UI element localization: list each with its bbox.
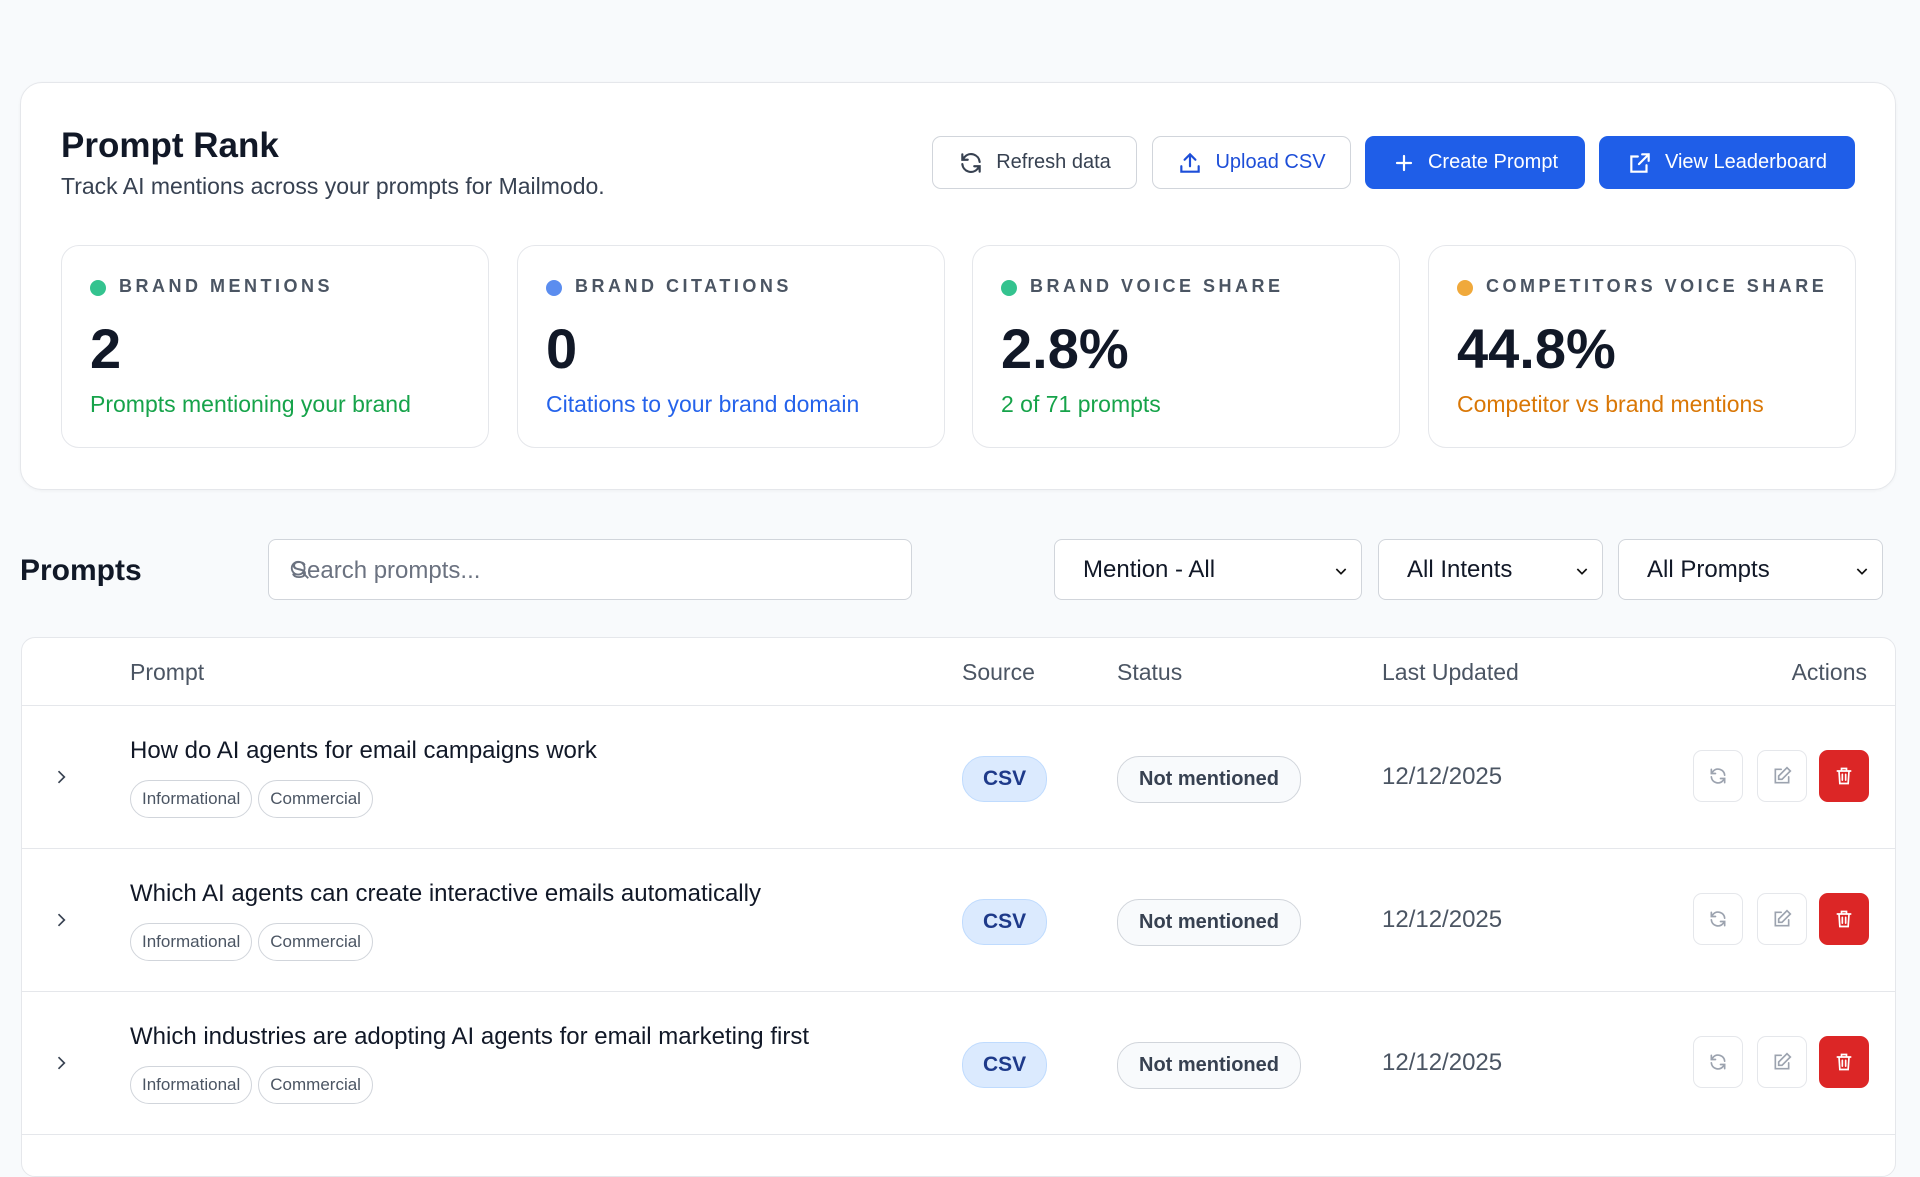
button-label: Create Prompt <box>1427 151 1559 173</box>
prompt-text: Which AI agents can create interactive e… <box>130 880 761 907</box>
mention-filter[interactable]: Mention - All <box>1054 539 1362 600</box>
source-badge: CSV <box>962 1042 1048 1088</box>
delete-button[interactable] <box>1819 1036 1869 1088</box>
header-divider <box>22 705 1895 706</box>
page: Prompt Rank Track AI mentions across you… <box>20 82 1896 1177</box>
refresh-row-button[interactable] <box>1693 1036 1743 1088</box>
column-header: Last Updated <box>1382 659 1519 685</box>
tag-list: Informational Commercial <box>130 780 379 818</box>
button-label: View Leaderboard <box>1665 151 1827 173</box>
button-label: Refresh data <box>996 151 1111 173</box>
page-title: Prompt Rank <box>61 126 279 165</box>
stat-value: 2.8% <box>1001 317 1129 380</box>
stat-label: COMPETITORS VOICE SHARE <box>1486 276 1828 296</box>
button-label: Upload CSV <box>1215 151 1326 173</box>
stat-description: 2 of 71 prompts <box>1001 391 1161 417</box>
stat-card: BRAND MENTIONS 2 Prompts mentioning your b… <box>61 245 489 448</box>
stat-card: COMPETITORS VOICE SHARE 44.8% Competitor v… <box>1428 245 1856 448</box>
stat-card: BRAND VOICE SHARE 2.8% 2 of 71 prompts <box>972 245 1400 448</box>
status-badge: Not mentioned <box>1117 899 1301 946</box>
row-divider <box>21 1134 1896 1135</box>
intent-tag: Commercial <box>258 1066 373 1104</box>
search-input[interactable]: Search prompts... <box>268 539 912 600</box>
stat-label: BRAND MENTIONS <box>119 276 333 296</box>
expand-toggle[interactable] <box>51 1053 71 1078</box>
section-title: Prompts <box>20 554 142 587</box>
page-subtitle: Track AI mentions across your prompts fo… <box>61 173 605 199</box>
stat-description: Prompts mentioning your brand <box>90 391 411 417</box>
edit-button[interactable] <box>1757 1036 1807 1088</box>
refresh-button[interactable]: Refresh data <box>932 136 1137 189</box>
refresh-row-button[interactable] <box>1693 893 1743 945</box>
filter-label: All Prompts <box>1647 555 1770 583</box>
prompt-text: How do AI agents for email campaigns wor… <box>130 737 597 764</box>
stat-label: BRAND CITATIONS <box>575 276 792 296</box>
intent-tag: Informational <box>130 1066 253 1104</box>
row-divider <box>21 848 1896 849</box>
column-header: Prompt <box>130 659 205 685</box>
stat-label: BRAND VOICE SHARE <box>1030 276 1284 296</box>
refresh-row-button[interactable] <box>1693 750 1743 802</box>
intent-tag: Informational <box>130 923 253 961</box>
leaderboard-button[interactable]: View Leaderboard <box>1599 136 1855 189</box>
expand-toggle[interactable] <box>51 767 71 792</box>
delete-button[interactable] <box>1819 750 1869 802</box>
last-updated: 12/12/2025 <box>1382 906 1503 933</box>
column-header: Status <box>1117 659 1183 685</box>
expand-toggle[interactable] <box>51 910 71 935</box>
stat-description: Competitor vs brand mentions <box>1457 391 1764 417</box>
column-header: Source <box>962 659 1035 685</box>
status-badge: Not mentioned <box>1117 756 1301 803</box>
source-badge: CSV <box>962 899 1048 945</box>
prompt-filter[interactable]: All Prompts <box>1618 539 1883 600</box>
filter-label: Mention - All <box>1083 555 1216 583</box>
delete-button[interactable] <box>1819 893 1869 945</box>
row-divider <box>21 991 1896 992</box>
intent-filter[interactable]: All Intents <box>1378 539 1603 600</box>
column-header: Actions <box>1791 659 1867 685</box>
status-badge: Not mentioned <box>1117 1042 1301 1089</box>
prompt-text: Which industries are adopting AI agents … <box>130 1023 809 1050</box>
intent-tag: Commercial <box>258 923 373 961</box>
source-badge: CSV <box>962 756 1048 802</box>
filter-label: All Intents <box>1407 555 1513 583</box>
stat-value: 2 <box>90 317 122 380</box>
tag-list: Informational Commercial <box>130 1066 379 1104</box>
stat-card: BRAND CITATIONS 0 Citations to your brand … <box>517 245 945 448</box>
search-placeholder: Search prompts... <box>291 557 481 584</box>
stat-value: 44.8% <box>1457 317 1616 380</box>
stat-value: 0 <box>546 317 578 380</box>
intent-tag: Informational <box>130 780 253 818</box>
last-updated: 12/12/2025 <box>1382 763 1503 790</box>
tag-list: Informational Commercial <box>130 923 379 961</box>
upload-button[interactable]: Upload CSV <box>1152 136 1351 189</box>
edit-button[interactable] <box>1757 893 1807 945</box>
last-updated: 12/12/2025 <box>1382 1049 1503 1076</box>
stat-description: Citations to your brand domain <box>546 391 860 417</box>
intent-tag: Commercial <box>258 780 373 818</box>
create-button[interactable]: Create Prompt <box>1365 136 1585 189</box>
edit-button[interactable] <box>1757 750 1807 802</box>
